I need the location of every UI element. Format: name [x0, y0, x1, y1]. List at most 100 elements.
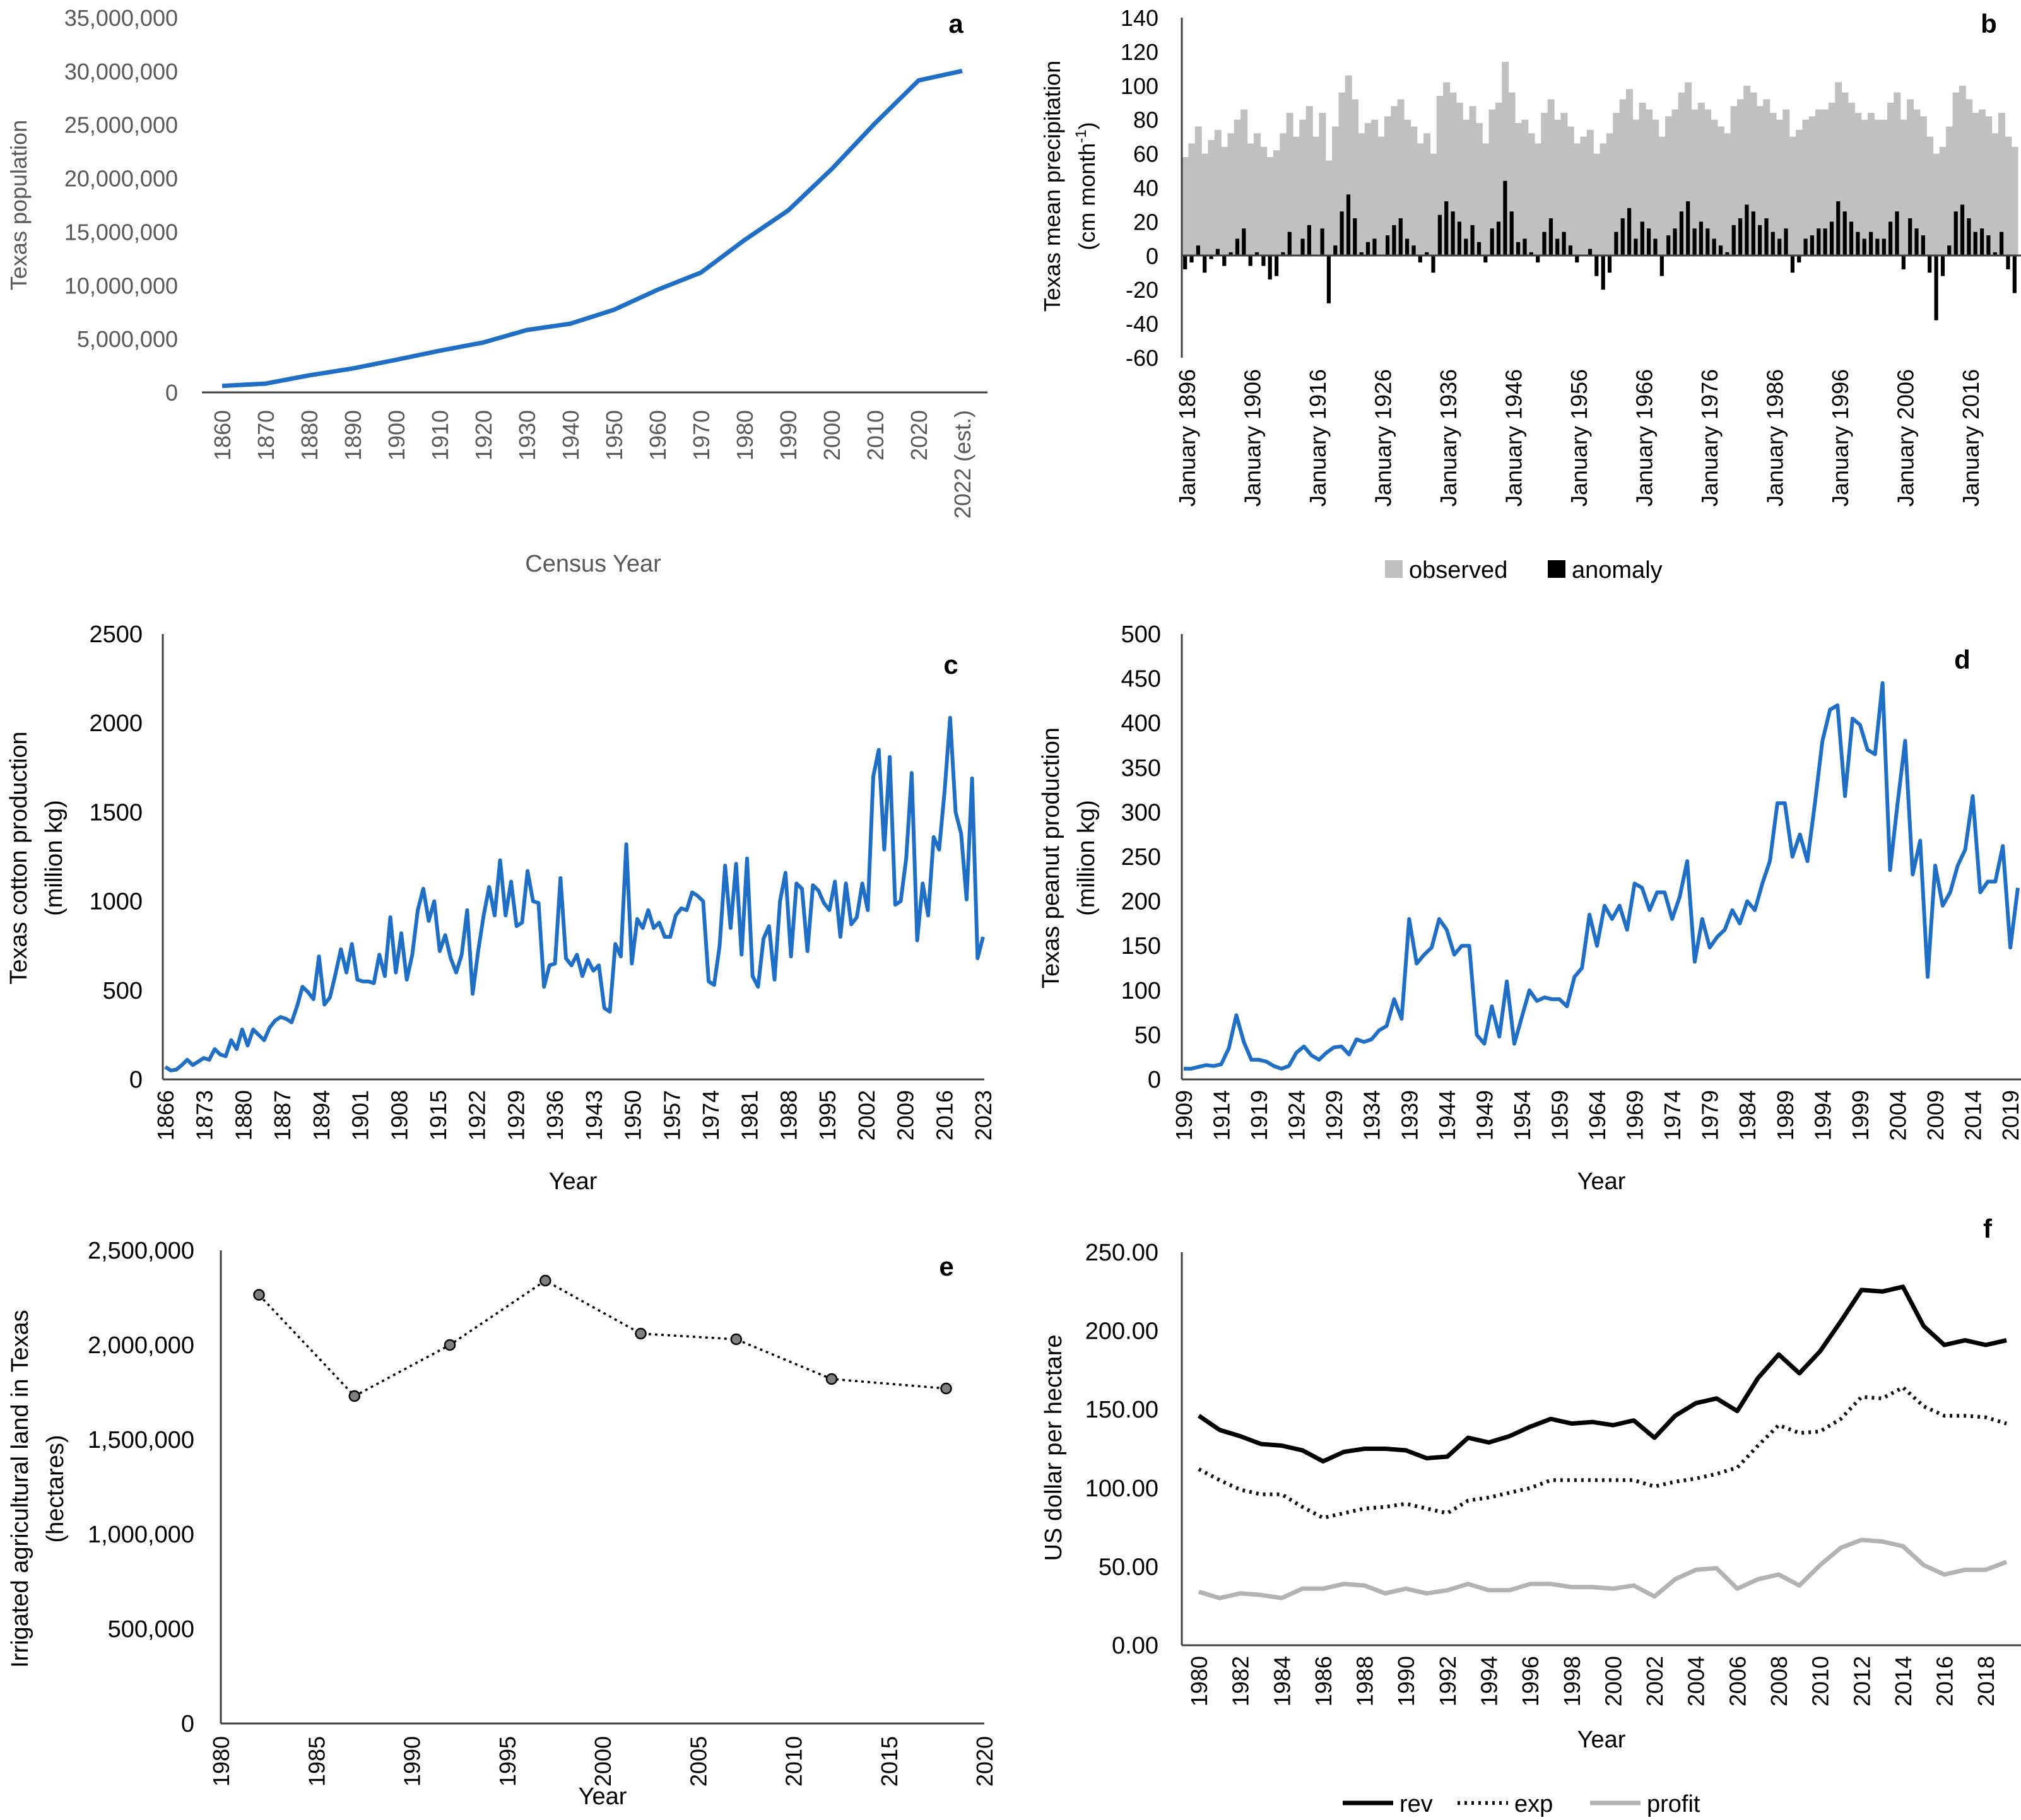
- panel-b-observed-bar: [1861, 119, 1868, 256]
- panel-a-ytick-label: 35,000,000: [64, 5, 178, 31]
- panel-d-y-axis-label-2: (million kg): [1073, 800, 1100, 916]
- panel-f-legend: rev exp profit: [1343, 1791, 1700, 1817]
- panel-b-observed-bar: [1880, 119, 1888, 256]
- panel-b-anomaly-bar: [1189, 255, 1194, 263]
- panel-b-ytick-label: 20: [1133, 209, 1158, 235]
- panel-f-legend-rev: rev: [1399, 1791, 1433, 1817]
- panel-b-anomaly-bar: [1411, 245, 1416, 256]
- panel-d-ytick-label: 400: [1121, 710, 1161, 737]
- panel-b-observed-bar: [1514, 123, 1522, 256]
- panel-b-anomaly-bar: [1634, 238, 1638, 256]
- panel-b-observed-bar: [1796, 129, 1803, 256]
- panel-d-x-axis-label: Year: [1577, 1168, 1626, 1195]
- panel-d-xtick-label: 1924: [1284, 1090, 1310, 1141]
- panel-d-xtick-label: 1979: [1697, 1090, 1723, 1141]
- panel-b-legend-anomaly-swatch: [1548, 560, 1565, 578]
- panel-b-observed-bar: [1736, 99, 1744, 256]
- panel-a-series-line: [221, 68, 963, 389]
- panel-c-ytick-label: 1000: [89, 889, 143, 915]
- panel-a-xtick-label: 1950: [601, 410, 627, 461]
- panel-e-xtick-label: 1985: [303, 1736, 329, 1787]
- panel-b-anomaly-bar: [1731, 225, 1736, 256]
- panel-b-anomaly-bar: [1706, 228, 1710, 256]
- panel-b-observed-bar: [1704, 109, 1712, 256]
- panel-b-ytick-label: 60: [1133, 141, 1158, 167]
- panel-e-y-ticks: 0 500,000 1,000,000 1,500,000 2,000,000 2,500…: [88, 1238, 194, 1737]
- panel-b-observed-bar: [1554, 119, 1561, 256]
- panel-e-xtick-label: 2005: [685, 1736, 711, 1787]
- panel-b-observed-bar: [1214, 129, 1222, 256]
- panel-b-observed-bar: [1273, 150, 1280, 256]
- panel-b-xtick-label: January 1926: [1370, 369, 1396, 507]
- panel-b-anomaly-bar: [1248, 255, 1252, 266]
- panel-b-observed-bar: [1364, 123, 1372, 256]
- panel-a-xtick-label: 1990: [775, 410, 801, 461]
- panel-f-xtick-label: 1982: [1228, 1656, 1254, 1706]
- panel-a-xtick-label: 1920: [471, 410, 497, 461]
- panel-b-anomaly-bar: [1862, 238, 1866, 256]
- panel-f-rev-line: [1198, 1284, 2007, 1464]
- panel-b-observed-bar: [2011, 146, 2018, 256]
- panel-f-y-axis-label: US dollar per hectare: [1040, 1334, 1067, 1561]
- panel-c-xtick-label: 1981: [737, 1090, 763, 1141]
- panel-b-observed-bar: [1221, 146, 1229, 256]
- panel-b-anomaly-bar: [1496, 221, 1501, 256]
- panel-b-anomaly-bar: [1980, 228, 1984, 256]
- panel-b-anomaly-bar: [1777, 238, 1782, 256]
- panel-d-xtick-label: 1959: [1547, 1090, 1572, 1141]
- panel-e-ytick-label: 1,000,000: [88, 1522, 194, 1548]
- panel-c-xtick-label: 2002: [854, 1090, 880, 1141]
- panel-b-anomaly-bar: [1359, 252, 1364, 256]
- panel-e-xtick-label: 2000: [590, 1736, 616, 1787]
- panel-f-xtick-label: 1996: [1517, 1656, 1543, 1706]
- panel-b-anomaly-bar: [1483, 255, 1488, 263]
- panel-f-label: f: [1983, 1214, 1993, 1243]
- panel-e-point: [253, 1289, 265, 1301]
- panel-b-observed-bar: [1854, 112, 1862, 256]
- panel-b-observed-bar: [1260, 146, 1268, 256]
- panel-f-xtick-label: 2000: [1600, 1656, 1626, 1706]
- panel-b-anomaly-bar: [1405, 238, 1410, 256]
- panel-b-observed-bar: [1521, 119, 1529, 256]
- panel-e-point: [635, 1327, 647, 1340]
- panel-a-x-axis-label: Census Year: [525, 551, 661, 577]
- panel-b-observed-bar: [1593, 153, 1601, 256]
- panel-b-anomaly-bar: [1425, 252, 1429, 256]
- panel-f-xtick-label: 1990: [1393, 1656, 1419, 1706]
- panel-a-xtick-label: 1940: [558, 410, 584, 461]
- panel-b-anomaly-bar: [1614, 232, 1618, 256]
- panel-b-observed-bar: [1188, 143, 1196, 256]
- panel-b-anomaly-bar: [1829, 221, 1834, 256]
- panel-e-ytick-label: 1,500,000: [88, 1427, 194, 1453]
- panel-a-ytick-label: 0: [165, 380, 178, 406]
- panel-b-observed-bar: [1894, 92, 1901, 256]
- panel-f-xtick-label: 1994: [1476, 1656, 1502, 1706]
- panel-b-observed-bar: [1580, 136, 1588, 256]
- panel-c-x-axis-label: Year: [549, 1168, 598, 1195]
- panel-d-ytick-label: 300: [1121, 799, 1161, 826]
- panel-b-anomaly-bar: [1235, 238, 1240, 256]
- panel-a-ytick-label: 25,000,000: [64, 112, 178, 138]
- panel-b-ytick-label: -20: [1126, 277, 1158, 303]
- panel-b-anomaly-bar: [1287, 232, 1292, 256]
- panel-d-xtick-label: 1984: [1735, 1090, 1760, 1141]
- panel-b-observed-bar: [1371, 119, 1379, 256]
- panel-a-xtick-label: 2000: [819, 410, 845, 461]
- panel-b-anomaly-bar: [1372, 238, 1377, 256]
- panel-b-anomaly-bar: [1745, 204, 1749, 256]
- panel-b-anomaly-bar: [1588, 249, 1593, 256]
- panel-b-units-post: ): [1074, 122, 1100, 129]
- panel-b-anomaly-bar: [1692, 228, 1697, 256]
- panel-b-anomaly-bar: [1627, 208, 1632, 256]
- panel-b-observed-bar: [1495, 102, 1502, 256]
- panel-b-observed-bar: [1227, 133, 1235, 256]
- panel-b-anomaly-bar: [1261, 255, 1266, 266]
- panel-b-observed-bar: [1410, 126, 1418, 256]
- panel-c-x-ticks: 1866 1873 1880 1887 1894 1901 1908 1915 1922 1929…: [153, 1090, 996, 1141]
- panel-b-anomaly-bar: [1503, 180, 1507, 256]
- panel-b-anomaly-bar: [1275, 255, 1279, 276]
- panel-b-observed-bar: [1508, 92, 1516, 256]
- panel-c-xtick-label: 1866: [153, 1090, 179, 1141]
- panel-b-observed-bar: [1847, 102, 1855, 256]
- panel-b-anomaly-bar: [1712, 238, 1716, 256]
